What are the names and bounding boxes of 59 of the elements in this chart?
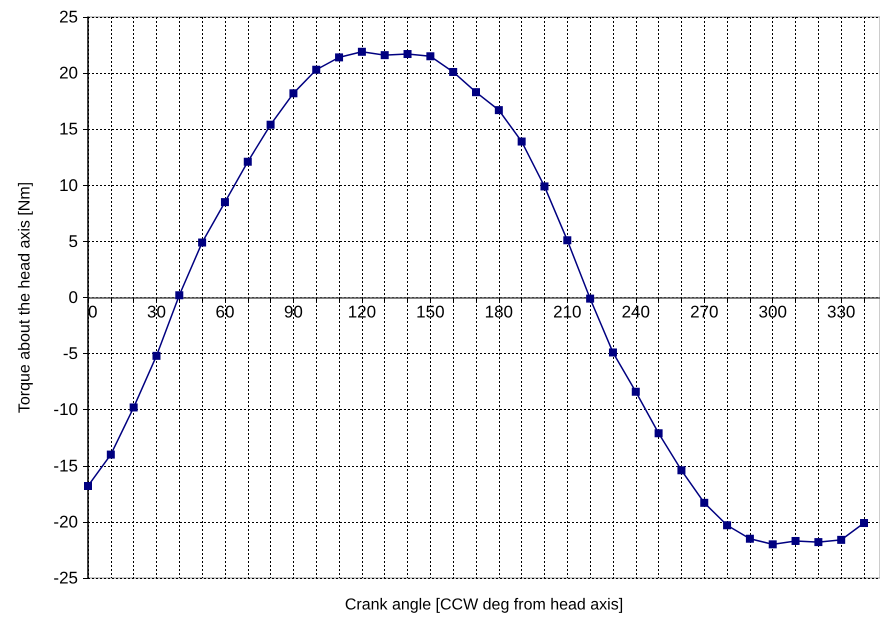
- y-tick-label: 25: [59, 8, 78, 26]
- y-tick-label: 0: [68, 288, 78, 307]
- point: [130, 403, 138, 412]
- y-tick-label: 20: [59, 64, 78, 83]
- x-tick-label: 90: [284, 302, 303, 322]
- y-tick-label: -20: [53, 512, 78, 532]
- point: [494, 106, 503, 114]
- point: [220, 198, 229, 206]
- point: [449, 68, 458, 76]
- point: [746, 534, 754, 543]
- point: [654, 429, 663, 438]
- y-tick-label: -10: [53, 400, 78, 420]
- x-tick-label: 300: [758, 302, 787, 322]
- y-tick-label: -15: [53, 456, 78, 476]
- point: [175, 291, 184, 300]
- point: [860, 519, 868, 528]
- point: [380, 51, 389, 60]
- point: [84, 482, 92, 490]
- point: [198, 238, 206, 247]
- point: [677, 466, 686, 474]
- x-tick-label: 150: [416, 302, 445, 322]
- point: [814, 538, 822, 546]
- y-tick-label: -5: [62, 344, 78, 364]
- point: [768, 540, 777, 548]
- y-axis-title: Torque about the head axis [Nm]: [16, 182, 34, 414]
- point: [792, 536, 800, 545]
- y-tick-label: -25: [53, 568, 78, 588]
- point: [244, 158, 252, 166]
- point: [700, 498, 708, 507]
- point: [335, 53, 344, 62]
- x-tick-label: 180: [484, 302, 514, 322]
- y-tick-label: 10: [59, 176, 78, 195]
- point: [608, 348, 617, 356]
- point: [106, 450, 115, 459]
- x-tick-label: 120: [348, 302, 376, 322]
- y-tick-label: 15: [59, 120, 78, 139]
- y-tick-label: 5: [68, 232, 78, 251]
- point: [586, 294, 594, 303]
- x-tick-label: 330: [827, 302, 856, 322]
- x-tick-label: 0: [88, 302, 98, 322]
- x-axis-title: Crank angle [CCW deg from head axis]: [344, 596, 624, 614]
- x-tick-label: 60: [215, 302, 234, 322]
- x-tick-label: 30: [147, 302, 166, 322]
- point: [563, 236, 572, 244]
- point: [404, 50, 412, 58]
- point: [358, 48, 366, 56]
- point: [266, 120, 275, 129]
- point: [426, 52, 434, 60]
- x-tick-label: 240: [622, 302, 650, 322]
- point: [472, 88, 480, 96]
- point: [837, 536, 846, 544]
- point: [152, 352, 160, 360]
- point: [289, 89, 298, 98]
- point: [540, 182, 548, 190]
- point: [518, 138, 526, 146]
- point: [723, 521, 732, 530]
- x-tick-label: 270: [690, 302, 718, 322]
- point: [632, 388, 640, 396]
- point: [312, 66, 320, 74]
